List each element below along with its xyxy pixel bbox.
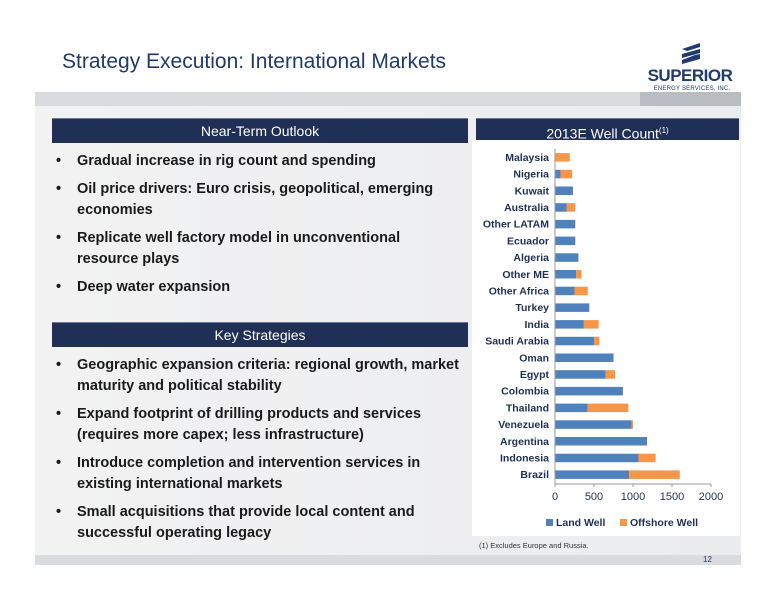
bar-land-well: [555, 203, 567, 212]
bar-land-well: [555, 453, 639, 463]
category-label: Indonesia: [500, 452, 549, 464]
x-tick-label: 2000: [699, 491, 723, 503]
logo-tagline: ENERGY SERVICES, INC.: [653, 86, 731, 92]
legend-swatch: [620, 519, 627, 526]
category-label: Australia: [504, 202, 549, 214]
category-label: Other Africa: [489, 285, 549, 297]
category-label: Ecuador: [507, 235, 549, 247]
list-item: Replicate well factory model in unconven…: [52, 228, 464, 270]
bar-land-well: [555, 320, 584, 329]
category-label: Thailand: [506, 402, 549, 414]
category-label: Other ME: [502, 269, 549, 281]
footer-bar: [35, 555, 741, 565]
bar-offshore-well: [594, 336, 600, 346]
bar-land-well: [555, 403, 588, 413]
category-label: Brazil: [520, 469, 549, 481]
legend-entry: Offshore Well: [630, 517, 698, 529]
category-label: Kuwait: [515, 185, 550, 197]
bar-land-well: [555, 386, 623, 396]
category-label: Algeria: [513, 252, 549, 264]
bar-offshore-well: [555, 153, 570, 162]
category-label: Colombia: [501, 386, 549, 398]
x-tick-label: 1000: [621, 491, 645, 503]
bar-land-well: [555, 169, 561, 179]
category-label: Malaysia: [505, 152, 549, 164]
bar-offshore-well: [566, 203, 576, 212]
bar-land-well: [555, 186, 573, 195]
category-label: Argentina: [500, 436, 549, 448]
bar-land-well: [555, 253, 579, 262]
bar-offshore-well: [574, 286, 588, 296]
bar-offshore-well: [560, 169, 573, 179]
category-label: Other LATAM: [483, 219, 549, 231]
bar-land-well: [555, 270, 577, 279]
chart-heading-footnote-marker: (1): [658, 126, 669, 135]
category-label: Turkey: [515, 302, 549, 314]
company-logo: SUPERIOR ENERGY SERVICES, INC.: [640, 40, 740, 98]
bar-land-well: [555, 236, 576, 246]
legend-entry: Land Well: [556, 517, 605, 529]
category-label: Venezuela: [498, 419, 549, 431]
list-item: Small acquisitions that provide local co…: [52, 502, 464, 544]
bar-land-well: [555, 370, 606, 379]
bar-land-well: [555, 286, 575, 296]
category-label: Saudi Arabia: [485, 336, 549, 348]
near-term-list: Gradual increase in rig count and spendi…: [52, 151, 464, 305]
bar-offshore-well: [638, 453, 656, 463]
bar-offshore-well: [629, 470, 680, 479]
bar-offshore-well: [631, 420, 633, 429]
list-item: Gradual increase in rig count and spendi…: [52, 151, 464, 172]
bar-offshore-well: [605, 370, 616, 379]
list-item: Deep water expansion: [52, 277, 464, 298]
bar-offshore-well: [587, 403, 629, 413]
list-item: Introduce completion and intervention se…: [52, 453, 464, 495]
bar-land-well: [555, 437, 648, 446]
legend-swatch: [546, 519, 553, 526]
list-item: Expand footprint of drilling products an…: [52, 404, 464, 446]
chart-heading-title: 2013E Well Count: [546, 125, 659, 142]
near-term-heading: Near-Term Outlook: [52, 118, 468, 143]
x-tick-label: 1500: [660, 491, 684, 503]
bar-offshore-well: [576, 270, 582, 279]
bar-land-well: [555, 353, 614, 362]
bar-land-well: [555, 420, 632, 429]
logo-mark-icon: [682, 43, 700, 64]
x-tick-label: 500: [585, 491, 603, 503]
bar-land-well: [555, 303, 590, 312]
well-count-chart: Malaysia Nigeria Kuwait Australia Other LATA…: [483, 149, 723, 529]
x-tick-label: 0: [552, 491, 558, 503]
page-number: 12: [703, 555, 712, 564]
bar-offshore-well: [583, 320, 599, 329]
list-item: Oil price drivers: Euro crisis, geopolit…: [52, 179, 464, 221]
bar-land-well: [555, 219, 576, 229]
bar-land-well: [555, 470, 630, 479]
bar-land-well: [555, 336, 594, 346]
category-label: Egypt: [520, 369, 550, 381]
slide-title: Strategy Execution: International Market…: [62, 50, 447, 73]
key-strategies-heading: Key Strategies: [52, 322, 468, 347]
category-label: India: [524, 319, 549, 331]
logo-name: SUPERIOR: [647, 66, 733, 85]
key-strategies-list: Geographic expansion criteria: regional …: [52, 355, 464, 551]
content-band-top: [35, 92, 640, 106]
chart-heading: 2013E Well Count(1): [476, 118, 739, 143]
category-label: Nigeria: [513, 169, 549, 181]
category-label: Oman: [519, 352, 549, 364]
list-item: Geographic expansion criteria: regional …: [52, 355, 464, 397]
footnote: (1) Excludes Europe and Russia.: [479, 541, 589, 550]
chart-area: [472, 140, 740, 536]
